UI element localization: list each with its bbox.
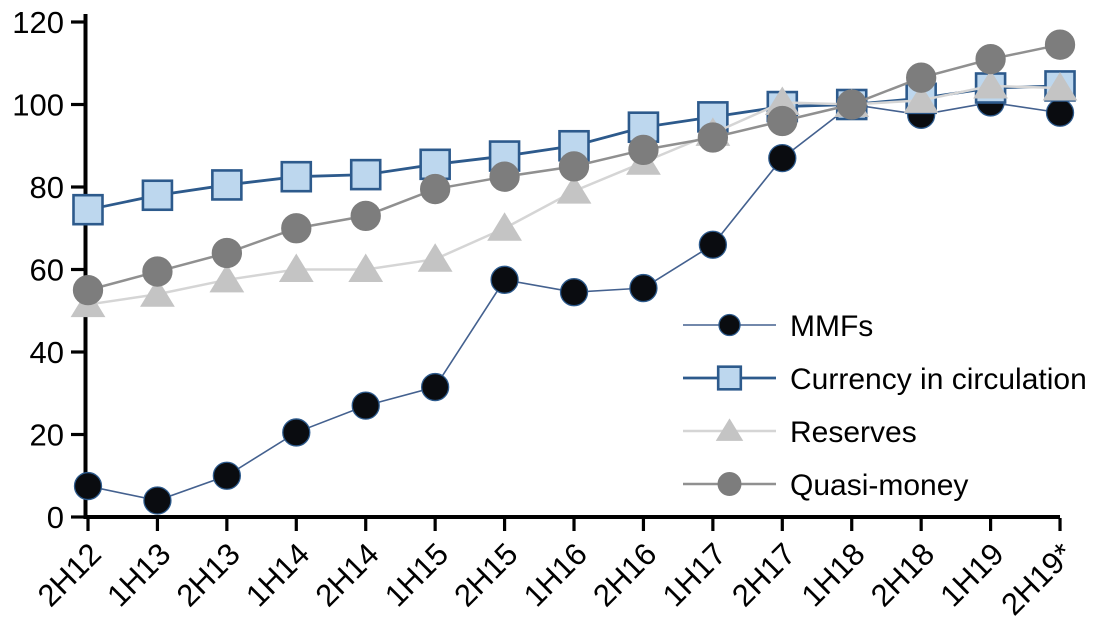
- legend-label: Quasi-money: [790, 469, 968, 502]
- data-point-marker: [1042, 72, 1078, 101]
- data-point-marker: [73, 471, 103, 501]
- data-point-marker: [973, 69, 1008, 99]
- x-axis-tick-label: 2H17: [725, 536, 802, 613]
- x-axis-tick-label: 1H18: [795, 536, 872, 613]
- x-axis-tick-label: 2H18: [864, 536, 941, 613]
- data-point-marker: [351, 391, 380, 420]
- y-axis-tick-label: 60: [30, 253, 64, 288]
- data-point-marker: [836, 89, 867, 120]
- x-axis-tick-label: 2H15: [447, 536, 524, 613]
- legend-item-quasi-money: Quasi-money: [683, 469, 968, 502]
- data-point-marker: [558, 151, 590, 182]
- x-axis-tick-label: 1H13: [100, 536, 177, 613]
- data-point-marker: [906, 62, 937, 93]
- legend-item-reserves: Reserves: [683, 416, 917, 449]
- data-point-marker: [419, 173, 451, 205]
- legend-item-mmfs: MMFs: [683, 310, 873, 343]
- x-axis-tick-label: 2H12: [31, 536, 108, 613]
- data-point-marker: [489, 161, 520, 192]
- legend-label: MMFs: [790, 310, 873, 343]
- legend-marker-circle-icon: [718, 313, 741, 337]
- x-axis-tick-label: 2H19*: [994, 536, 1080, 622]
- data-point-marker: [209, 263, 245, 293]
- y-axis-tick-label: 0: [47, 500, 64, 535]
- y-axis-tick-label: 20: [30, 418, 64, 453]
- data-point-marker: [975, 43, 1006, 75]
- data-point-marker: [211, 237, 243, 269]
- y-axis-tick-label: 100: [12, 88, 64, 123]
- data-point-marker: [417, 243, 453, 272]
- x-axis-tick-label: 1H16: [517, 536, 594, 613]
- data-point-marker: [278, 253, 314, 282]
- y-axis-tick-label: 40: [30, 335, 64, 370]
- y-axis-tick-label: 120: [12, 5, 64, 40]
- data-point-marker: [697, 122, 729, 153]
- x-axis-tick-label: 1H14: [239, 536, 316, 613]
- data-point-marker: [1044, 29, 1076, 60]
- data-point-marker: [280, 160, 313, 193]
- data-point-marker: [140, 278, 175, 307]
- data-point-marker: [420, 372, 450, 402]
- data-point-marker: [143, 486, 172, 515]
- data-point-marker: [487, 212, 522, 241]
- data-point-marker: [767, 105, 798, 137]
- data-point-marker: [628, 134, 659, 166]
- data-point-marker: [348, 253, 384, 282]
- data-point-marker: [1045, 98, 1075, 127]
- y-axis-tick-label: 80: [30, 170, 64, 205]
- legend-marker-square-icon: [716, 365, 743, 391]
- data-point-marker: [142, 256, 173, 287]
- legend-label: Reserves: [790, 416, 917, 449]
- data-point-marker: [212, 461, 242, 490]
- data-point-marker: [349, 158, 382, 191]
- data-point-marker: [903, 84, 939, 113]
- data-point-marker: [72, 274, 104, 306]
- x-axis-tick-label: 1H17: [656, 536, 733, 613]
- data-point-marker: [282, 418, 311, 447]
- x-axis-tick-label: 2H16: [586, 536, 663, 613]
- data-point-marker: [490, 265, 519, 294]
- legend-marker-circle-icon: [717, 472, 742, 496]
- x-axis-tick-label: 1H15: [378, 536, 455, 613]
- data-point-marker: [211, 169, 243, 201]
- data-point-marker: [629, 273, 658, 303]
- legend-marker-triangle-icon: [715, 418, 744, 441]
- data-point-marker: [698, 230, 728, 259]
- data-point-marker: [350, 200, 381, 232]
- data-point-marker: [556, 175, 592, 204]
- data-point-marker: [72, 193, 104, 226]
- x-axis-tick-label: 2H14: [309, 536, 386, 613]
- data-point-marker: [768, 143, 797, 173]
- legend-item-currency-in-circulation: Currency in circulation: [683, 363, 1087, 396]
- series-quasi-money: [72, 29, 1076, 306]
- data-point-marker: [281, 213, 312, 244]
- data-point-marker: [559, 278, 589, 307]
- legend-label: Currency in circulation: [790, 363, 1087, 396]
- x-axis-tick-label: 2H13: [170, 536, 247, 613]
- data-point-marker: [141, 179, 174, 212]
- legend: MMFs Currency in circulation Reserves Quasi…: [683, 310, 1087, 502]
